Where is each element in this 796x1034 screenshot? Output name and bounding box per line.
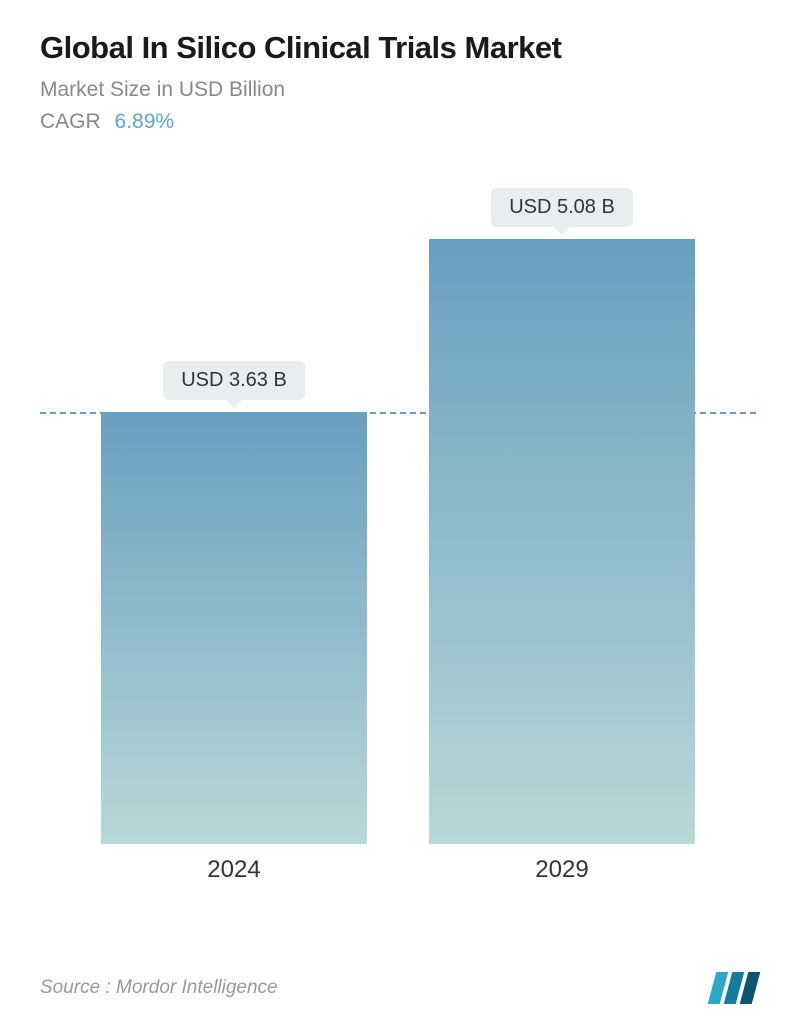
bar-group-1: USD 5.08 B	[429, 188, 695, 844]
bars-group: USD 3.63 B USD 5.08 B	[40, 184, 756, 844]
cagr-line: CAGR 6.89%	[40, 110, 756, 134]
chart-footer: Source : Mordor Intelligence	[40, 972, 756, 1004]
brand-logo	[712, 972, 756, 1004]
source-text: Source : Mordor Intelligence	[40, 977, 278, 999]
cagr-label: CAGR	[40, 110, 101, 133]
bar-value-label-1: USD 5.08 B	[491, 188, 633, 227]
chart-header: Global In Silico Clinical Trials Market …	[40, 30, 756, 134]
bar-value-label-0: USD 3.63 B	[163, 361, 305, 400]
bar-0	[101, 412, 367, 844]
x-axis-labels: 2024 2029	[40, 844, 756, 884]
chart-subtitle: Market Size in USD Billion	[40, 78, 756, 102]
bar-group-0: USD 3.63 B	[101, 361, 367, 844]
cagr-value: 6.89%	[115, 110, 175, 133]
chart-title: Global In Silico Clinical Trials Market	[40, 30, 756, 66]
chart-area: USD 3.63 B USD 5.08 B	[40, 184, 756, 844]
x-label-1: 2029	[429, 856, 695, 884]
chart-container: USD 3.63 B USD 5.08 B 2024 2029	[40, 184, 756, 904]
x-label-0: 2024	[101, 856, 367, 884]
bar-1	[429, 239, 695, 844]
